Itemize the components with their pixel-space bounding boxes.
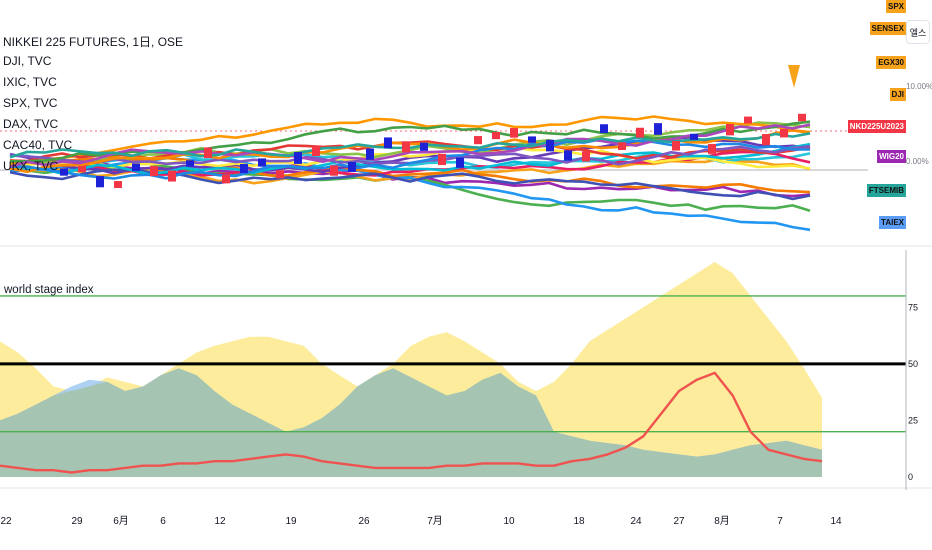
candle <box>636 127 644 138</box>
candle <box>528 136 536 143</box>
comparison-line <box>9 168 811 201</box>
candle <box>222 174 230 184</box>
candle <box>438 153 446 166</box>
oscillator-title: world stage index <box>4 284 94 296</box>
candle <box>564 150 572 161</box>
candle <box>96 176 104 188</box>
y-tick-label: 75 <box>908 302 918 312</box>
candle <box>168 170 176 182</box>
legend-item[interactable]: DJI, TVC <box>3 54 52 68</box>
candle <box>546 139 554 152</box>
x-tick-label: 22 <box>0 516 12 527</box>
candle <box>654 123 662 135</box>
x-tick-label: 7 <box>777 516 783 527</box>
candle <box>294 152 302 164</box>
candle <box>474 136 482 145</box>
x-tick-label: 8月 <box>714 515 730 527</box>
candle <box>186 160 194 167</box>
candle <box>276 170 284 179</box>
comparison-line <box>9 155 811 194</box>
oscillator-pane <box>0 262 906 477</box>
x-tick-label: 24 <box>630 516 642 527</box>
symbol-tag: TAIEX <box>879 216 906 229</box>
symbol-tag: NKD225U2023 <box>847 120 906 133</box>
y-axis: 0 25 50 75 <box>905 250 918 490</box>
candle <box>78 166 86 173</box>
candle <box>114 181 122 188</box>
x-tick-label: 6月 <box>113 515 129 527</box>
x-tick-label: 19 <box>285 516 297 527</box>
x-tick-label: 18 <box>573 516 585 527</box>
symbol-tag: WIG20 <box>877 150 906 163</box>
signal-marker <box>788 65 800 88</box>
legend-item[interactable]: SPX, TVC <box>3 96 58 110</box>
candle <box>420 142 428 151</box>
candle <box>366 148 374 160</box>
x-tick-label: 12 <box>214 516 226 527</box>
candle <box>150 165 158 177</box>
candle <box>258 158 266 167</box>
x-tick-label: 6 <box>160 516 166 527</box>
candle <box>672 140 680 151</box>
candle <box>456 157 464 168</box>
candle <box>384 137 392 149</box>
x-tick-label: 14 <box>830 516 842 527</box>
candle <box>744 116 752 124</box>
x-tick-label: 27 <box>673 516 685 527</box>
legend-item[interactable]: IXIC, TVC <box>3 75 57 89</box>
candle <box>708 143 716 154</box>
y-tick-label: 0 <box>908 472 913 482</box>
comparison-line <box>9 146 811 170</box>
candle <box>402 141 410 153</box>
series-line <box>0 371 823 474</box>
candle <box>204 147 212 159</box>
x-tick-label: 29 <box>71 516 83 527</box>
legend-item[interactable]: NIKKEI 225 FUTURES, 1日, OSE <box>3 35 184 49</box>
candle <box>600 124 608 133</box>
symbol-tag: DJI <box>889 88 906 101</box>
price-pane <box>0 0 932 247</box>
symbol-tag: FTSEMIB <box>866 184 906 197</box>
candle <box>798 113 806 122</box>
candle <box>762 134 770 146</box>
comparison-line <box>9 115 811 165</box>
x-tick-label: 7月 <box>427 515 443 527</box>
x-axis: 22 29 6月 6 12 19 26 7月 10 18 24 27 8月 7 14 <box>0 487 932 527</box>
candle <box>582 151 590 162</box>
candle <box>60 168 68 176</box>
legend-item[interactable]: UKX, TVC <box>3 159 59 173</box>
candle <box>510 128 518 138</box>
x-tick-label: 10 <box>503 516 515 527</box>
price-scale-label: 10.00% <box>906 82 932 91</box>
candle <box>132 163 140 172</box>
candle <box>690 133 698 140</box>
candle <box>618 142 626 151</box>
legend-item[interactable]: DAX, TVC <box>3 117 59 131</box>
y-tick-label: 25 <box>908 415 918 425</box>
candle <box>348 161 356 172</box>
candle <box>726 124 734 136</box>
price-scale-label: 0.00% <box>906 157 929 166</box>
symbol-tag: EGX30 <box>876 56 906 69</box>
candle <box>492 132 500 140</box>
y-tick-label: 50 <box>908 359 918 369</box>
candle <box>312 146 320 157</box>
candle <box>330 165 338 176</box>
side-panel-button[interactable]: 엘스 <box>906 20 930 44</box>
symbol-tag: SPX <box>885 0 906 13</box>
symbol-tag: SENSEX <box>869 22 906 35</box>
candle <box>240 163 248 174</box>
candle <box>780 128 788 138</box>
comparison-line <box>9 123 811 169</box>
legend-item[interactable]: CAC40, TVC <box>3 138 73 152</box>
x-tick-label: 26 <box>358 516 370 527</box>
